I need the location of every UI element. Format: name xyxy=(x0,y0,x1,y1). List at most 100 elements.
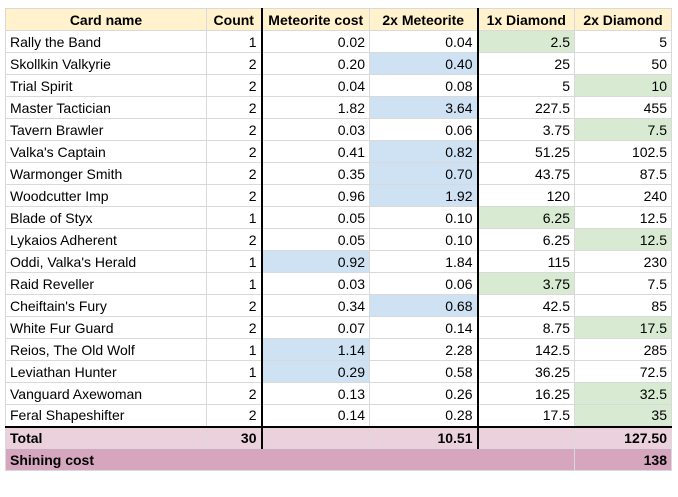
count-cell[interactable]: 2 xyxy=(206,162,263,185)
meteorite-2x-cell[interactable]: 0.06 xyxy=(369,118,479,141)
diamond-1x-cell[interactable]: 6.25 xyxy=(477,228,575,251)
card-name-cell[interactable]: Vanguard Axewoman xyxy=(5,382,207,405)
meteorite-cost-cell[interactable]: 1.82 xyxy=(261,96,370,119)
card-name-cell[interactable]: Blade of Styx xyxy=(5,206,207,229)
card-name-cell[interactable]: Trial Spirit xyxy=(5,74,207,97)
meteorite-2x-cell[interactable]: 2.28 xyxy=(369,338,479,361)
total-meteorite-cost[interactable] xyxy=(261,425,370,449)
meteorite-cost-cell[interactable]: 0.03 xyxy=(261,272,370,295)
diamond-1x-cell[interactable]: 6.25 xyxy=(477,206,575,229)
diamond-1x-cell[interactable]: 16.25 xyxy=(477,382,575,405)
count-cell[interactable]: 2 xyxy=(206,140,263,163)
meteorite-cost-cell[interactable]: 0.05 xyxy=(261,206,370,229)
diamond-1x-cell[interactable]: 3.75 xyxy=(477,118,575,141)
empty-cell[interactable] xyxy=(478,471,575,483)
diamond-1x-cell[interactable]: 42.5 xyxy=(477,294,575,317)
header-1x-diamond[interactable]: 1x Diamond xyxy=(477,8,575,31)
diamond-2x-cell[interactable]: 12.5 xyxy=(574,206,672,229)
count-cell[interactable]: 2 xyxy=(206,74,263,97)
card-name-cell[interactable]: Warmonger Smith xyxy=(5,162,207,185)
card-name-cell[interactable]: Leviathan Hunter xyxy=(5,360,207,383)
card-name-cell[interactable]: White Fur Guard xyxy=(5,316,207,339)
diamond-2x-cell[interactable]: 35 xyxy=(574,404,672,427)
meteorite-2x-cell[interactable]: 0.28 xyxy=(369,404,479,427)
diamond-2x-cell[interactable]: 12.5 xyxy=(574,228,672,251)
meteorite-2x-cell[interactable]: 0.06 xyxy=(369,272,479,295)
meteorite-2x-cell[interactable]: 3.64 xyxy=(369,96,479,119)
diamond-2x-cell[interactable]: 85 xyxy=(574,294,672,317)
count-cell[interactable]: 1 xyxy=(206,206,263,229)
diamond-1x-cell[interactable]: 2.5 xyxy=(477,30,575,53)
meteorite-cost-cell[interactable]: 0.03 xyxy=(261,118,370,141)
diamond-1x-cell[interactable]: 36.25 xyxy=(477,360,575,383)
diamond-2x-cell[interactable]: 87.5 xyxy=(574,162,672,185)
meteorite-2x-cell[interactable]: 0.58 xyxy=(369,360,479,383)
meteorite-2x-cell[interactable]: 0.14 xyxy=(369,316,479,339)
count-cell[interactable]: 2 xyxy=(206,52,263,75)
card-name-cell[interactable]: Woodcutter Imp xyxy=(5,184,207,207)
count-cell[interactable]: 2 xyxy=(206,404,263,427)
header-card-name[interactable]: Card name xyxy=(5,8,207,31)
count-cell[interactable]: 1 xyxy=(206,360,263,383)
diamond-1x-cell[interactable]: 3.75 xyxy=(477,272,575,295)
diamond-2x-cell[interactable]: 285 xyxy=(574,338,672,361)
diamond-2x-cell[interactable]: 10 xyxy=(574,74,672,97)
diamond-1x-cell[interactable]: 43.75 xyxy=(477,162,575,185)
card-name-cell[interactable]: Feral Shapeshifter xyxy=(5,404,207,427)
meteorite-cost-cell[interactable]: 0.13 xyxy=(261,382,370,405)
meteorite-2x-cell[interactable]: 0.10 xyxy=(369,206,479,229)
count-cell[interactable]: 1 xyxy=(206,338,263,361)
total-label[interactable]: Total xyxy=(5,425,207,449)
empty-cell[interactable] xyxy=(262,471,370,483)
diamond-2x-cell[interactable]: 455 xyxy=(574,96,672,119)
meteorite-cost-cell[interactable]: 0.14 xyxy=(261,404,370,427)
card-name-cell[interactable]: Rally the Band xyxy=(5,30,207,53)
meteorite-cost-cell[interactable]: 0.29 xyxy=(261,360,370,383)
meteorite-cost-cell[interactable]: 0.35 xyxy=(261,162,370,185)
meteorite-2x-cell[interactable]: 0.68 xyxy=(369,294,479,317)
count-cell[interactable]: 1 xyxy=(206,272,263,295)
shining-cost-label[interactable]: Shining cost xyxy=(5,448,575,471)
total-count[interactable]: 30 xyxy=(206,425,263,449)
count-cell[interactable]: 2 xyxy=(206,382,263,405)
diamond-1x-cell[interactable]: 142.5 xyxy=(477,338,575,361)
card-name-cell[interactable]: Oddi, Valka's Herald xyxy=(5,250,207,273)
diamond-2x-cell[interactable]: 50 xyxy=(574,52,672,75)
card-name-cell[interactable]: Master Tactician xyxy=(5,96,207,119)
card-name-cell[interactable]: Tavern Brawler xyxy=(5,118,207,141)
header-count[interactable]: Count xyxy=(206,8,263,31)
meteorite-cost-cell[interactable]: 0.34 xyxy=(261,294,370,317)
count-cell[interactable]: 1 xyxy=(206,30,263,53)
meteorite-2x-cell[interactable]: 0.08 xyxy=(369,74,479,97)
diamond-2x-cell[interactable]: 102.5 xyxy=(574,140,672,163)
diamond-2x-cell[interactable]: 7.5 xyxy=(574,118,672,141)
meteorite-2x-cell[interactable]: 0.26 xyxy=(369,382,479,405)
meteorite-2x-cell[interactable]: 1.84 xyxy=(369,250,479,273)
total-1x-diamond[interactable] xyxy=(477,425,575,449)
meteorite-cost-cell[interactable]: 0.05 xyxy=(261,228,370,251)
diamond-1x-cell[interactable]: 51.25 xyxy=(477,140,575,163)
card-name-cell[interactable]: Lykaios Adherent xyxy=(5,228,207,251)
diamond-1x-cell[interactable]: 227.5 xyxy=(477,96,575,119)
count-cell[interactable]: 2 xyxy=(206,294,263,317)
total-2x-meteorite[interactable]: 10.51 xyxy=(369,425,479,449)
meteorite-2x-cell[interactable]: 0.04 xyxy=(369,30,479,53)
empty-cell[interactable] xyxy=(6,471,207,483)
diamond-1x-cell[interactable]: 115 xyxy=(477,250,575,273)
shining-cost-value[interactable]: 138 xyxy=(574,448,672,471)
diamond-2x-cell[interactable]: 230 xyxy=(574,250,672,273)
meteorite-cost-cell[interactable]: 0.02 xyxy=(261,30,370,53)
meteorite-cost-cell[interactable]: 0.92 xyxy=(261,250,370,273)
meteorite-cost-cell[interactable]: 0.20 xyxy=(261,52,370,75)
count-cell[interactable]: 2 xyxy=(206,184,263,207)
card-name-cell[interactable]: Valka's Captain xyxy=(5,140,207,163)
card-name-cell[interactable]: Raid Reveller xyxy=(5,272,207,295)
header-2x-meteorite[interactable]: 2x Meteorite xyxy=(369,8,479,31)
total-2x-diamond[interactable]: 127.50 xyxy=(574,425,672,449)
count-cell[interactable]: 2 xyxy=(206,228,263,251)
header-2x-diamond[interactable]: 2x Diamond xyxy=(574,8,672,31)
diamond-1x-cell[interactable]: 25 xyxy=(477,52,575,75)
meteorite-2x-cell[interactable]: 0.82 xyxy=(369,140,479,163)
diamond-1x-cell[interactable]: 5 xyxy=(477,74,575,97)
meteorite-2x-cell[interactable]: 1.92 xyxy=(369,184,479,207)
